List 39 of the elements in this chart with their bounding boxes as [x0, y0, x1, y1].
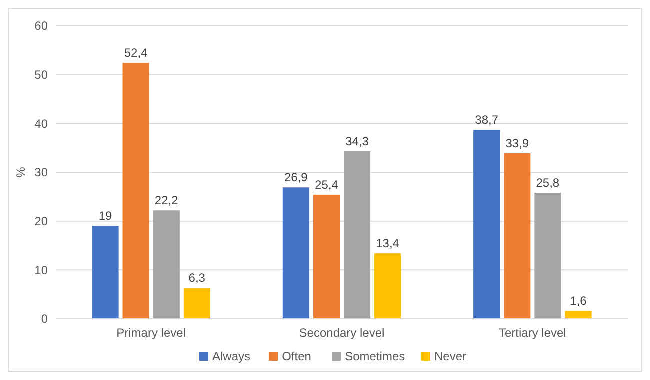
bar — [313, 194, 340, 319]
data-label: 22,2 — [154, 194, 179, 208]
bar — [474, 130, 500, 319]
y-tick-label: 10 — [34, 263, 48, 278]
data-label: 25,4 — [315, 178, 339, 192]
bar — [184, 288, 210, 319]
bar — [92, 226, 119, 319]
data-label: 6,3 — [188, 271, 206, 286]
y-tick-label: 50 — [34, 68, 48, 82]
bar — [122, 63, 150, 319]
legend-label: Often — [282, 350, 312, 364]
bar — [504, 153, 531, 319]
y-tick-label: 0 — [41, 312, 48, 326]
x-tick-label: Secondary level — [299, 326, 385, 340]
y-axis-title: % — [14, 166, 28, 178]
bar — [282, 188, 310, 319]
data-label: 38,7 — [475, 113, 499, 128]
data-label: 13,4 — [376, 236, 400, 251]
y-tick-label: 20 — [34, 214, 48, 229]
data-label: 26,9 — [284, 170, 308, 185]
data-label: 33,9 — [506, 136, 530, 150]
x-tick-label: Tertiary level — [498, 326, 566, 340]
bar — [534, 193, 562, 319]
data-label: 52,4 — [124, 46, 148, 60]
y-tick-label: 60 — [34, 19, 48, 34]
data-label: 25,8 — [536, 176, 560, 190]
y-tick-label: 30 — [34, 166, 48, 180]
bar — [153, 210, 180, 319]
legend-label: Sometimes — [345, 350, 406, 364]
bar — [374, 254, 402, 319]
bar — [565, 311, 592, 319]
data-label: 1,6 — [570, 294, 588, 308]
data-label: 19 — [98, 209, 113, 224]
data-label: 34,3 — [346, 134, 370, 148]
y-tick-label: 40 — [34, 116, 48, 131]
legend-label: Never — [434, 350, 467, 364]
x-tick-label: Primary level — [116, 326, 186, 340]
bar — [344, 152, 371, 319]
legend-label: Always — [212, 350, 251, 364]
